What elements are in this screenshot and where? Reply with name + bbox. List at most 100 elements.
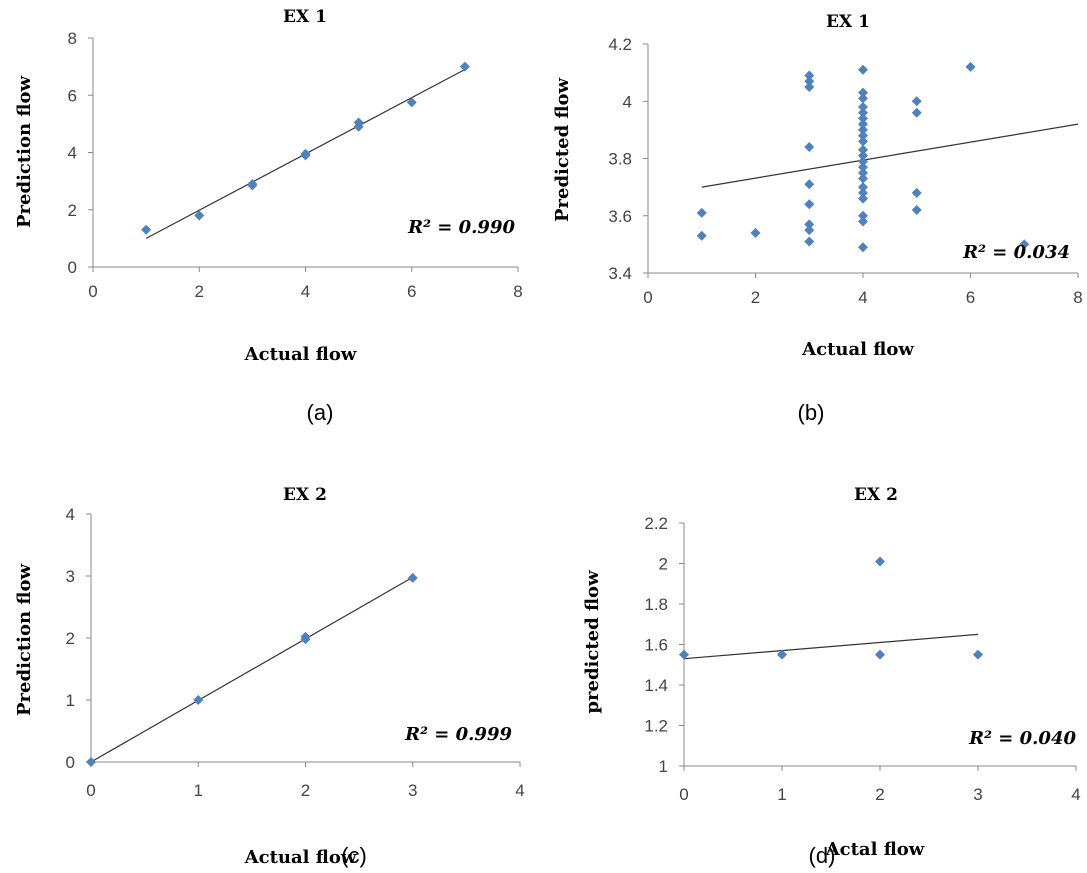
x-tick-label: 8 [513, 282, 522, 301]
panel-caption: (d) [809, 843, 836, 868]
data-point [858, 156, 868, 167]
y-tick-label: 8 [68, 29, 77, 48]
chart-title: EX 1 [283, 7, 327, 27]
data-point [858, 136, 868, 147]
panel-caption: (c) [341, 843, 367, 868]
data-point [858, 150, 868, 161]
data-point [804, 76, 815, 87]
x-tick-label: 4 [858, 288, 867, 307]
y-tick-label: 1.2 [644, 717, 668, 736]
data-point [804, 179, 815, 190]
data-point [804, 236, 815, 247]
data-point [875, 556, 885, 567]
y-axis-title: Prediction flow [14, 564, 35, 716]
x-tick-label: 4 [515, 781, 524, 800]
trendline [701, 123, 1079, 188]
x-tick-label: 3 [973, 785, 982, 804]
x-tick-label: 6 [966, 288, 975, 307]
chart-panel-a: 0 2 4 6 8 0 2 4 6 8 EX 1 Actual flow Prediction flow… [14, 7, 523, 425]
trendline [90, 576, 414, 763]
trendline [683, 633, 979, 660]
y-tick-label: 2 [68, 201, 77, 220]
y-tick-label: 4 [623, 92, 632, 111]
y-axis-title: Prediction flow [14, 76, 35, 228]
x-axis-title: Actual flow [244, 847, 357, 868]
x-tick-label: 0 [88, 282, 97, 301]
data-point [911, 187, 922, 198]
data-point [858, 64, 868, 75]
data-point [858, 124, 868, 135]
y-tick-label: 4 [66, 505, 75, 524]
data-point [247, 178, 258, 189]
data-point [858, 107, 868, 118]
y-tick-label: 4.2 [608, 35, 632, 54]
data-point [679, 649, 689, 660]
r-squared-label: R² = 0.040 [968, 728, 1076, 749]
x-tick-label: 0 [679, 785, 688, 804]
r-squared-label: R² = 0.990 [407, 217, 515, 238]
data-point [858, 162, 868, 173]
data-point [86, 757, 96, 767]
data-point [858, 87, 868, 98]
x-tick-label: 0 [643, 288, 652, 307]
data-point [1019, 239, 1030, 250]
x-tick-label: 4 [1071, 785, 1080, 804]
data-point [353, 117, 364, 128]
data-point [858, 93, 868, 104]
y-tick-label: 1.6 [644, 636, 668, 655]
y-tick-label: 3.6 [608, 207, 632, 226]
data-point [858, 210, 868, 221]
data-point [858, 173, 868, 184]
data-point [858, 101, 868, 112]
data-point [858, 130, 868, 141]
panel-caption: (a) [307, 400, 334, 425]
data-point [858, 113, 868, 124]
y-tick-label: 0 [66, 753, 75, 772]
x-tick-label: 8 [1073, 288, 1082, 307]
x-tick-label: 1 [777, 785, 786, 804]
data-point [858, 119, 868, 130]
data-point [858, 182, 868, 193]
data-point [750, 227, 761, 238]
x-tick-label: 2 [301, 781, 310, 800]
y-tick-label: 1.4 [644, 676, 668, 695]
data-point [777, 649, 787, 660]
data-point [858, 187, 868, 198]
data-point [300, 631, 311, 642]
data-point [696, 230, 707, 241]
x-tick-label: 2 [195, 282, 204, 301]
y-axis-title: Predicted flow [552, 77, 573, 222]
chart-title: EX 2 [854, 485, 898, 505]
panel-caption: (b) [798, 400, 825, 425]
x-axis-title: Actual flow [244, 344, 357, 365]
data-point [459, 61, 470, 72]
data-point [858, 193, 868, 204]
data-point [965, 61, 976, 72]
x-tick-label: 1 [194, 781, 203, 800]
x-tick-label: 6 [407, 282, 416, 301]
data-point [804, 219, 815, 230]
x-axis-title: Actal flow [825, 839, 925, 860]
chart-title: EX 1 [826, 12, 870, 32]
chart-panel-b: 0 2 4 6 8 3.4 3.6 3.8 4 4.2 EX 1 Actual flow Predict… [552, 12, 1083, 425]
x-tick-label: 3 [408, 781, 417, 800]
data-point [804, 142, 815, 153]
y-tick-label: 2 [66, 629, 75, 648]
y-tick-label: 3.4 [608, 264, 632, 283]
data-point [804, 70, 815, 81]
data-point [804, 199, 815, 210]
x-tick-label: 2 [875, 785, 884, 804]
x-tick-label: 4 [301, 282, 310, 301]
data-point [300, 148, 311, 159]
y-tick-label: 1.8 [644, 595, 668, 614]
x-tick-label: 0 [86, 781, 95, 800]
data-point [911, 107, 922, 118]
y-tick-label: 3 [66, 567, 75, 586]
y-tick-label: 2 [659, 555, 668, 574]
data-point [407, 572, 418, 583]
data-point [141, 224, 152, 235]
y-tick-label: 1 [66, 691, 75, 710]
y-tick-label: 0 [68, 258, 77, 277]
